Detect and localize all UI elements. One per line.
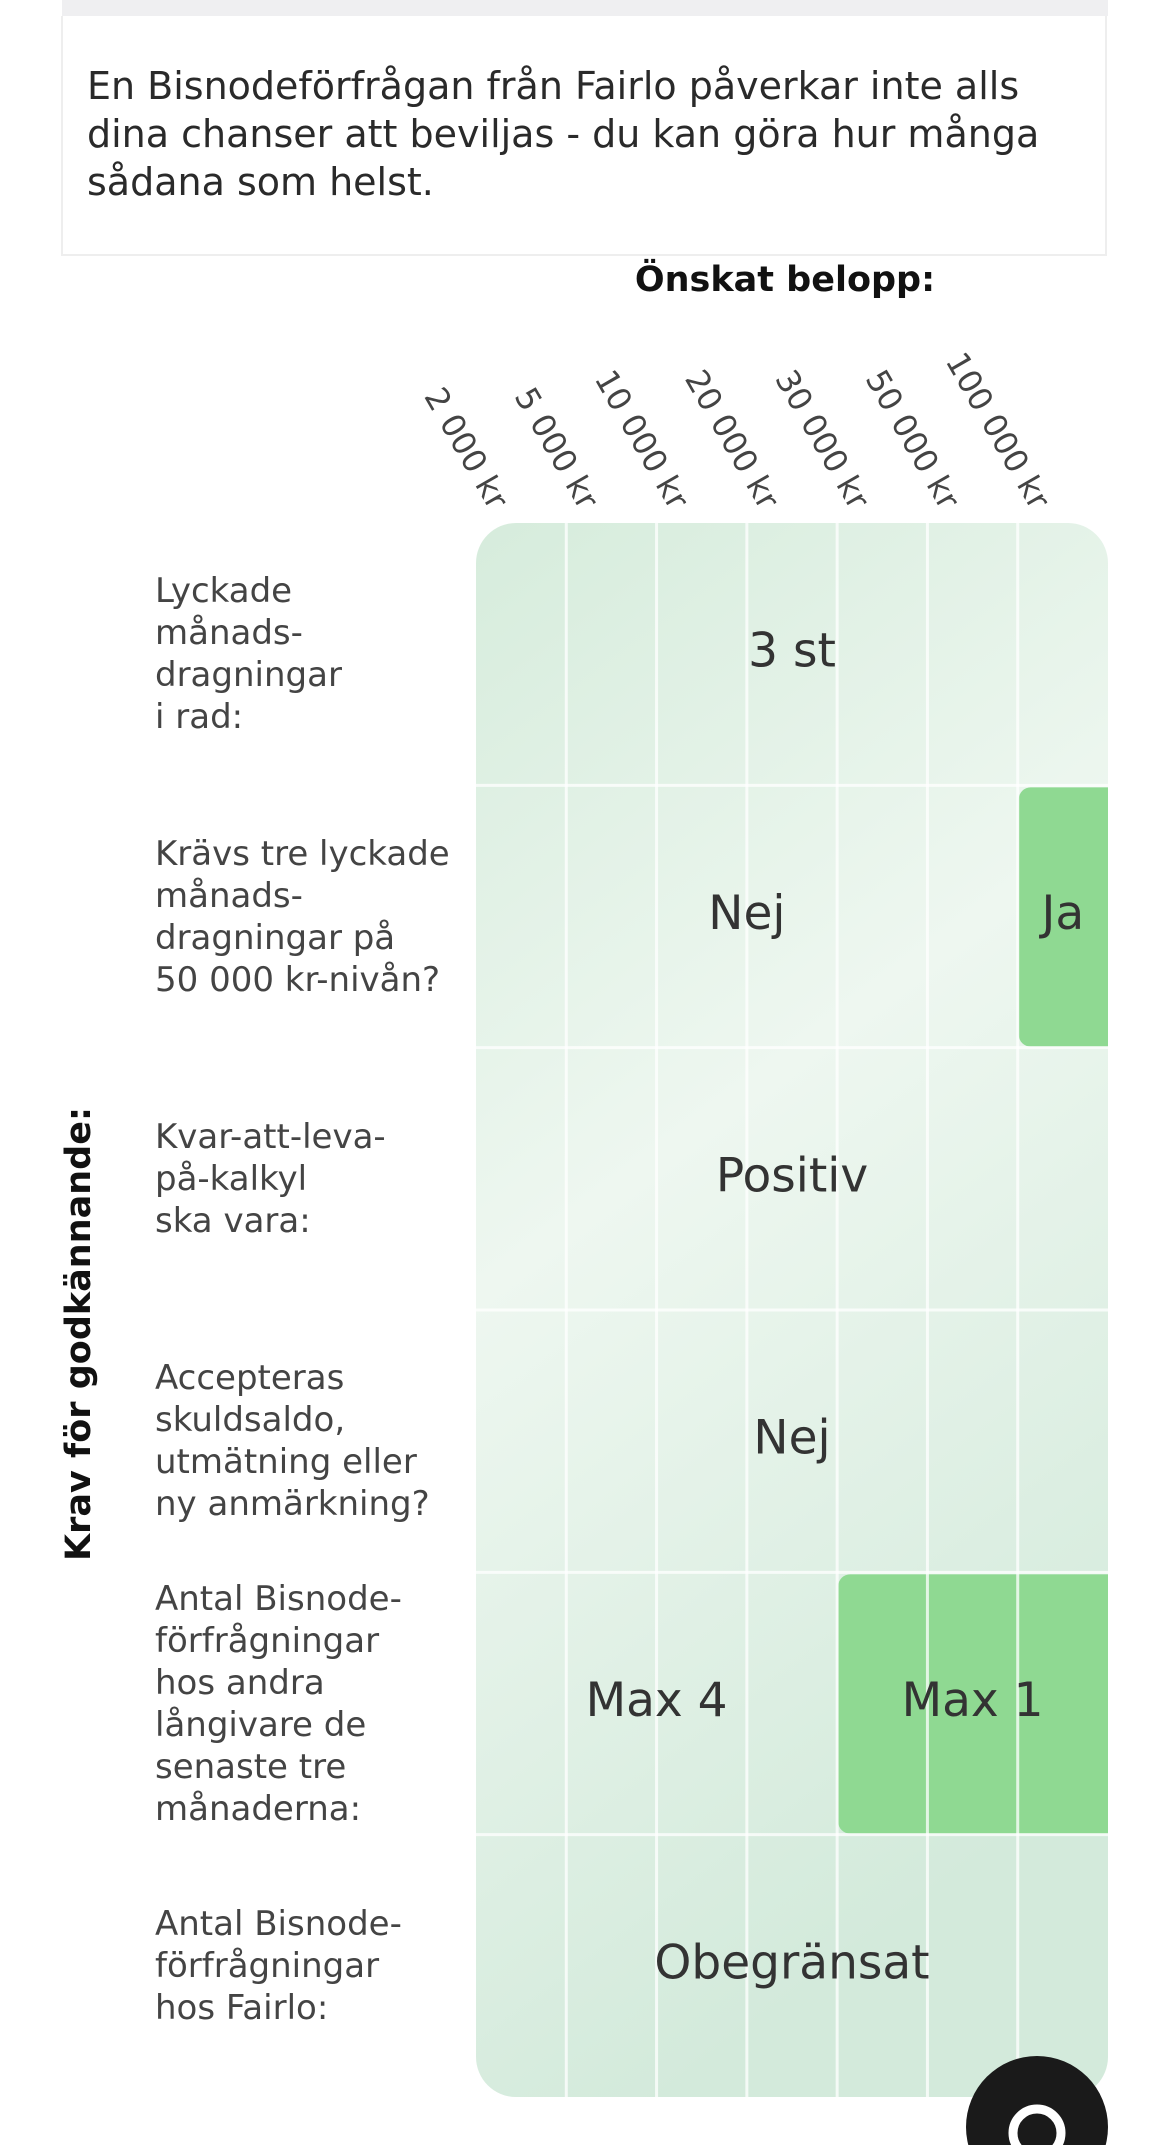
top-bar	[62, 0, 1108, 16]
cell-text: Max 4	[586, 1673, 728, 1728]
column-label: 2 000 kr	[417, 381, 517, 516]
cell-text: Ja	[1039, 886, 1085, 941]
highlight-cell	[838, 1574, 1108, 1834]
row-label: Antal Bisnode- förfrågningar hos Fairlo:	[155, 1903, 402, 2028]
cell-text: Nej	[753, 1411, 830, 1466]
chat-button[interactable]	[966, 2056, 1108, 2145]
cell-text: 3 st	[748, 624, 836, 679]
notice-box	[61, 16, 1107, 256]
grid	[476, 523, 1108, 2097]
cell-text: Obegränsat	[654, 1935, 929, 1990]
highlight-cell	[1018, 787, 1108, 1047]
cell-text: Nej	[708, 886, 785, 941]
column-label: 5 000 kr	[507, 381, 607, 516]
row-heading: Krav för godkännande:	[59, 1107, 99, 1561]
row-label: Antal Bisnode- förfrågningar hos andra l…	[155, 1578, 402, 1829]
cell-text: Positiv	[716, 1148, 868, 1203]
column-heading: Önskat belopp:	[635, 258, 935, 300]
row-label: Accepteras skuldsaldo, utmätning eller n…	[155, 1358, 430, 1525]
row-label: Lyckade månads- dragningar i rad:	[155, 571, 342, 738]
notice-text: En Bisnodeförfrågan från Fairlo påverkar…	[87, 64, 1040, 204]
cell-text: Max 1	[902, 1673, 1044, 1728]
row-label: Kvar-att-leva- på-kalkyl ska vara:	[155, 1116, 386, 1241]
chat-icon	[1008, 2104, 1066, 2145]
row-label: Krävs tre lyckade månads- dragningar på …	[155, 833, 450, 1000]
